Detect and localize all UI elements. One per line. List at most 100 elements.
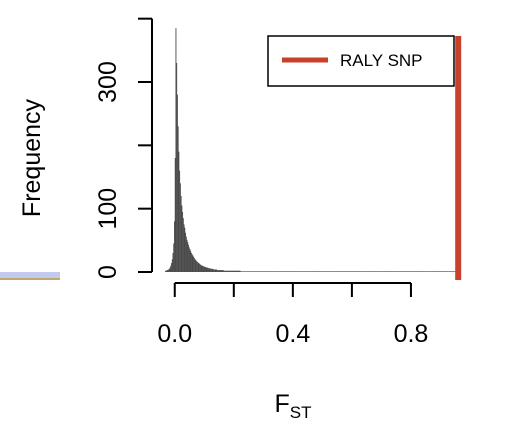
histogram-bar [226,270,228,272]
histogram-bar [324,271,326,272]
histogram-bar [450,271,451,272]
histogram-bar [205,266,206,272]
histogram-bar [342,271,344,272]
histogram-bar [295,271,297,272]
histogram-bar [202,266,204,272]
histogram-bar [397,271,399,272]
histogram-bar [361,271,363,272]
histogram-bar [212,268,214,272]
histogram-bar [218,270,220,272]
histogram-bar [317,271,319,272]
histogram-bar [185,236,187,272]
histogram-bar [402,271,404,272]
histogram-bar [275,271,277,272]
histogram-bar [259,271,261,272]
histogram-bar [348,271,350,272]
histogram-bar [261,271,263,272]
histogram-bar [197,262,199,272]
histogram-bar [319,271,321,272]
histogram-bar [354,271,356,272]
histogram-bar [373,271,375,272]
histogram-bar [422,271,423,272]
histogram-bar [417,271,419,272]
histogram-bar [208,268,210,272]
histogram-bar [178,151,180,272]
histogram-bar [434,271,436,272]
histogram-bar [184,227,186,272]
histogram-bar [427,271,429,272]
histogram-bar [435,271,437,272]
histogram-bar [172,253,174,272]
histogram-bar [356,271,358,272]
histogram-bar [326,271,327,272]
histogram-bar [283,271,285,272]
legend-label-raly-snp: RALY SNP [340,51,423,70]
histogram-bar [416,271,418,272]
histogram-bar [430,271,432,272]
histogram-bar [272,271,274,272]
histogram-bar [238,270,240,272]
histogram-bar [298,271,299,272]
histogram-bar [224,270,226,272]
histogram-bar [189,249,191,272]
histogram-bar [327,271,329,272]
histogram-bar [192,255,194,272]
histogram-bar [238,270,240,272]
histogram-bar [424,271,426,272]
histogram-bar [453,271,454,272]
histogram-bar [389,271,391,272]
histogram-bar [300,271,302,272]
histogram-bar [399,271,401,272]
histogram-bar [348,271,350,272]
histogram-bar [452,271,454,272]
histogram-bar [396,271,398,272]
histogram-bar [303,271,305,272]
histogram-bar [216,270,218,272]
histogram-bar [264,271,265,272]
histogram-bar [431,271,433,272]
histogram-bar [257,271,259,272]
histogram-bar [266,271,268,272]
histogram-bar [191,254,193,272]
histogram-bar [444,271,446,272]
histogram-bar [253,271,254,272]
histogram-bar [415,271,417,272]
histogram-bar [230,270,232,272]
histogram-bar [240,271,242,272]
histogram-bar [433,271,435,272]
histogram-bar [408,271,410,272]
histogram-bar [267,271,269,272]
histogram-bar [436,271,438,272]
histogram-bar [227,270,229,272]
histogram-bar [314,271,316,272]
histogram-bar [288,271,290,272]
histogram-bar [411,271,413,272]
histogram-bar [340,271,342,272]
histogram-bar [281,271,283,272]
histogram-bar [363,271,365,272]
histogram-bar [174,158,176,272]
histogram-bar [193,256,195,272]
histogram-bar [194,259,196,272]
histogram-bar [220,270,222,272]
histogram-bar [301,271,303,272]
y-tick-label: 300 [94,61,122,103]
histogram-bar [168,268,170,272]
histogram-bar [200,265,202,272]
histogram-bar [298,271,300,272]
histogram-bar [336,271,338,272]
histogram-bar [344,271,346,272]
histogram-bar [339,271,341,272]
histogram-bar [424,271,426,272]
x-axis-title: FST [274,390,311,422]
histogram-bar [439,271,440,272]
histogram-bar [242,271,244,272]
histogram-bar [216,269,217,272]
histogram-bar [224,270,226,272]
histogram-bar [309,271,310,272]
histogram-bar [337,271,339,272]
histogram-bar [209,268,211,272]
histogram-bar [170,265,172,272]
histogram-bar [401,271,403,272]
histogram-bar [351,271,353,272]
